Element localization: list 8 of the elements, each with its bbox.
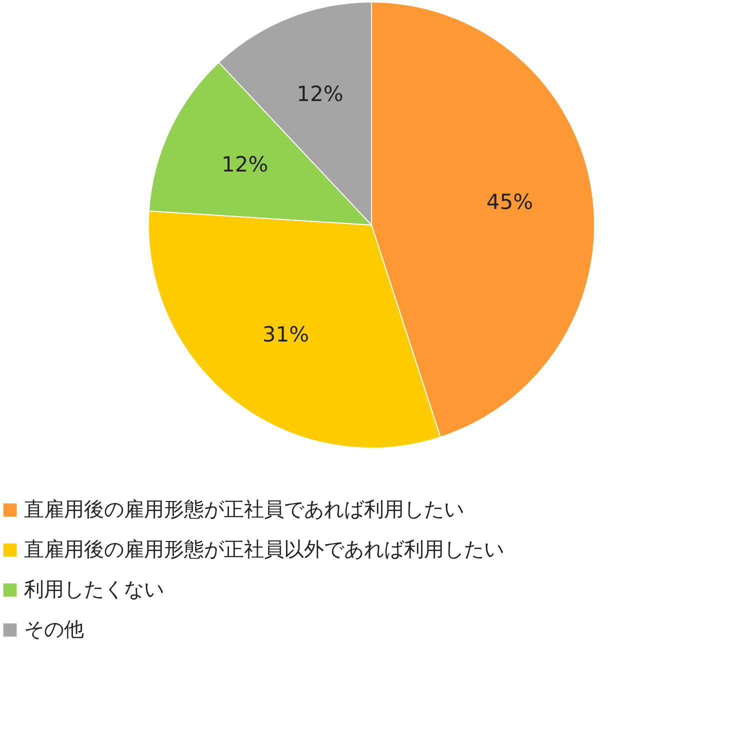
data-label: 12%: [221, 152, 268, 176]
legend-label: 直雇用後の雇用形態が正社員以外であれば利用したい: [24, 537, 504, 561]
legend-label: 利用したくない: [24, 577, 164, 601]
data-label: 12%: [296, 82, 344, 106]
legend-label: その他: [24, 617, 84, 641]
data-label: 31%: [262, 322, 310, 347]
data-label: 45%: [486, 190, 534, 214]
legend-label: 直雇用後の雇用形態が正社員であれば利用したい: [24, 497, 464, 521]
